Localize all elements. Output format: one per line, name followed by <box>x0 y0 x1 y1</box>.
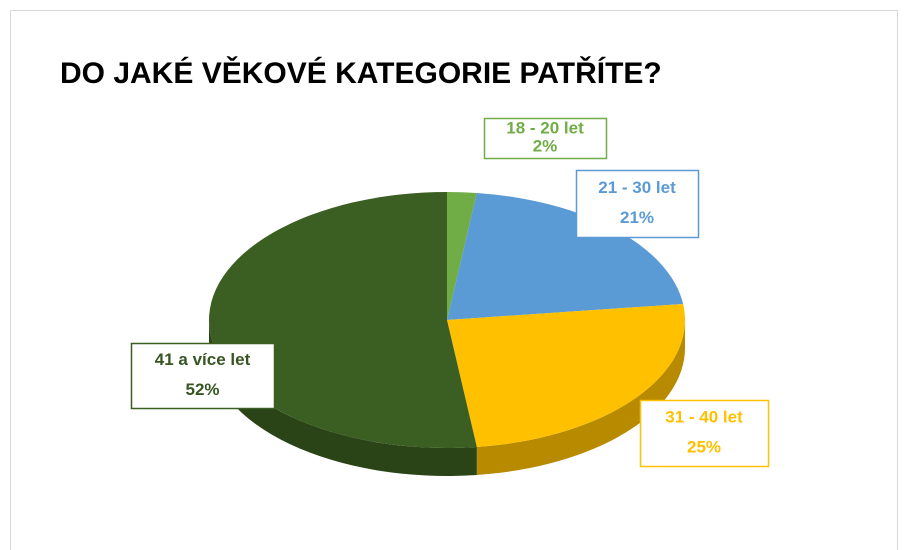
data-label-box <box>575 169 700 239</box>
data-label-value: 21% <box>620 208 654 227</box>
slice-side <box>476 320 685 475</box>
data-label-box <box>483 117 608 160</box>
slice <box>447 193 684 320</box>
data-label: 41 a více let 52% <box>130 342 276 410</box>
slice-side <box>209 320 477 476</box>
data-label-box <box>130 342 276 410</box>
chart-title: DO JAKÉ VĚKOVÉ KATEGORIE PATŘÍTE? <box>60 56 662 90</box>
data-label-category: 18 - 20 let <box>506 118 584 137</box>
data-label-value: 2% <box>533 136 558 155</box>
data-label-value: 25% <box>687 437 721 456</box>
data-label: 31 - 40 let 25% <box>639 399 770 468</box>
slice <box>209 192 477 448</box>
slice <box>447 303 685 447</box>
data-label-value: 52% <box>185 380 219 399</box>
data-label-category: 31 - 40 let <box>665 407 743 426</box>
data-label-category: 21 - 30 let <box>598 178 676 197</box>
data-label: 21 - 30 let 21% <box>575 169 700 239</box>
data-label-category: 41 a více let <box>155 350 251 369</box>
data-label-box <box>639 399 770 468</box>
slice <box>447 192 477 320</box>
